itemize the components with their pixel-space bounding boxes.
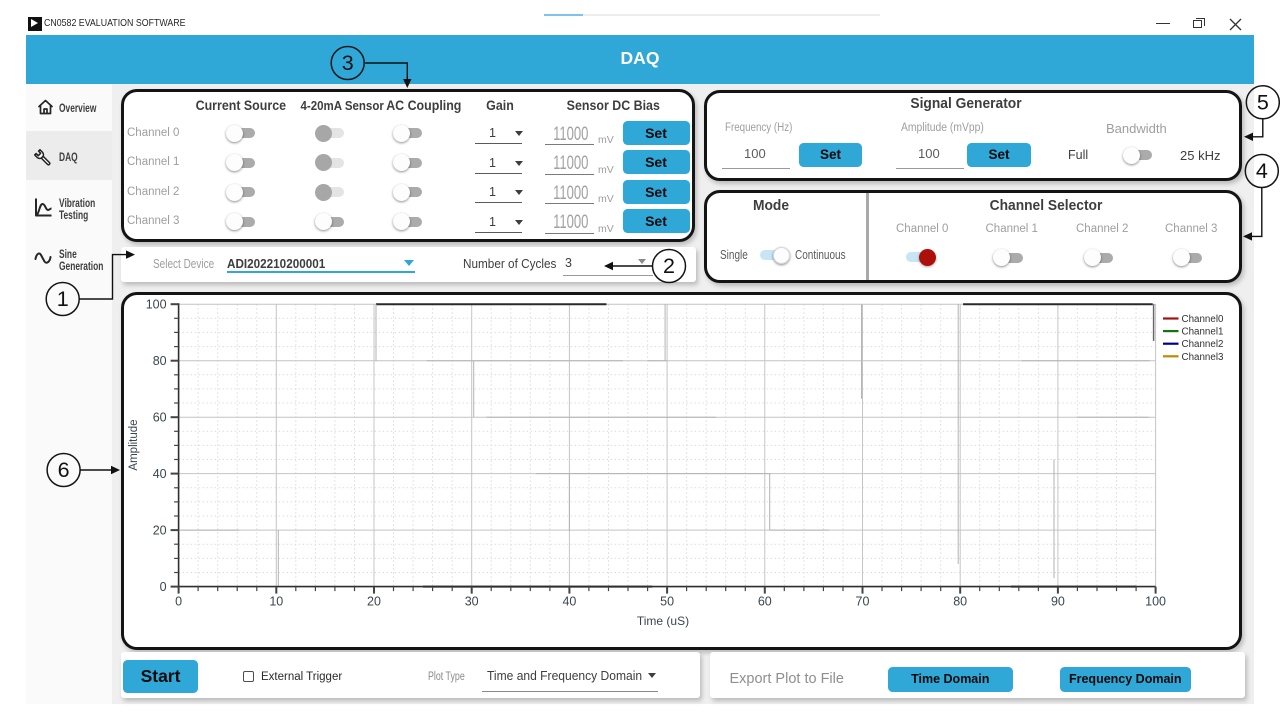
svg-text:20: 20 (367, 595, 381, 609)
svg-text:80: 80 (153, 354, 167, 368)
svg-text:100: 100 (146, 298, 167, 312)
svg-text:1: 1 (57, 287, 69, 311)
svg-text:3: 3 (342, 51, 354, 75)
svg-text:30: 30 (465, 595, 479, 609)
svg-text:2: 2 (663, 254, 675, 278)
svg-text:Channel3: Channel3 (1182, 352, 1224, 363)
svg-text:80: 80 (953, 595, 967, 609)
svg-text:Channel0: Channel0 (1182, 314, 1224, 325)
svg-text:4: 4 (1256, 159, 1268, 183)
svg-text:0: 0 (160, 580, 167, 594)
svg-text:60: 60 (758, 595, 772, 609)
svg-text:60: 60 (153, 411, 167, 425)
svg-text:5: 5 (1257, 91, 1269, 115)
svg-text:Channel1: Channel1 (1182, 327, 1224, 338)
svg-text:Amplitude: Amplitude (128, 419, 140, 470)
svg-text:Channel2: Channel2 (1182, 339, 1224, 350)
svg-text:40: 40 (562, 595, 576, 609)
svg-text:50: 50 (660, 595, 674, 609)
svg-text:70: 70 (856, 595, 870, 609)
svg-text:40: 40 (153, 467, 167, 481)
svg-text:10: 10 (269, 595, 283, 609)
svg-text:6: 6 (58, 458, 70, 482)
svg-text:0: 0 (175, 595, 182, 609)
svg-text:100: 100 (1145, 595, 1166, 609)
svg-text:Time (uS): Time (uS) (637, 614, 689, 628)
svg-text:20: 20 (153, 524, 167, 538)
svg-text:90: 90 (1051, 595, 1065, 609)
